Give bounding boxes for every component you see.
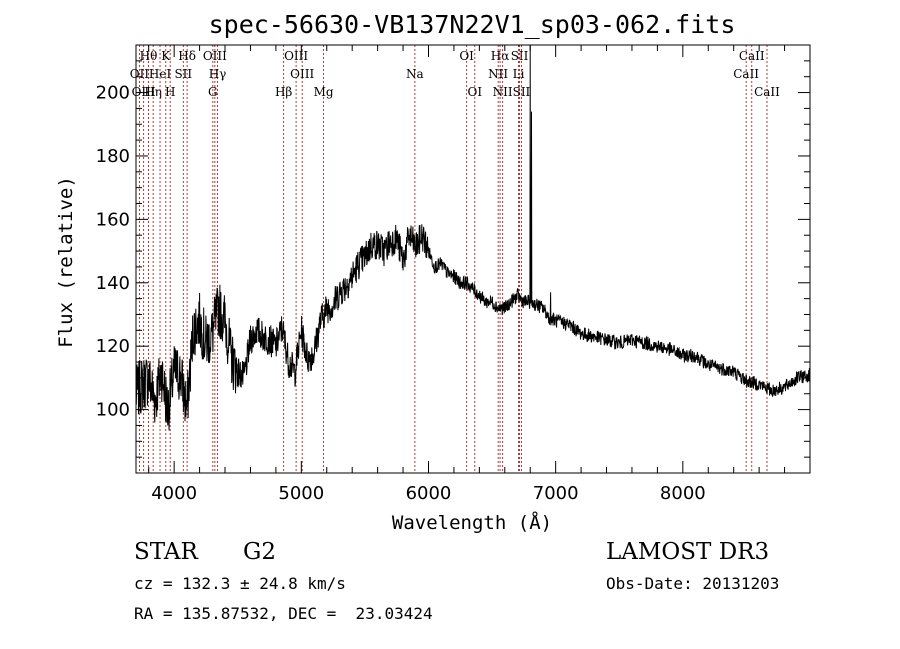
x-tick-label: 8000 (660, 483, 706, 504)
y-tick-label: 200 (96, 83, 130, 104)
emission-marker-label: OIII (132, 85, 156, 99)
y-tick-label: 180 (96, 146, 130, 167)
emission-marker-label: OIII (284, 49, 308, 63)
emission-marker-label: CaII (754, 85, 780, 99)
x-tick-label: 7000 (533, 483, 579, 504)
emission-marker-label: Hα (491, 49, 510, 63)
emission-marker-label: SII (513, 85, 531, 99)
spectrum-line-group (135, 44, 811, 431)
emission-marker-label: Mg (314, 85, 334, 99)
y-tick-label: 120 (96, 336, 130, 357)
object-class: STAR (134, 539, 198, 565)
x-tick-label: 5000 (278, 483, 324, 504)
chart-title: spec-56630-VB137N22V1_sp03-062.fits (209, 10, 736, 39)
emission-marker-label: NII (488, 67, 508, 81)
y-tick-label: 100 (96, 400, 130, 421)
plot-frame (135, 44, 811, 474)
emission-marker-label: OIII (290, 67, 314, 81)
x-tick-label: 6000 (406, 483, 452, 504)
emission-marker-label: SII (511, 49, 529, 63)
observation-date: Obs-Date: 20131203 (606, 574, 780, 593)
axis-ticks: 4000 5000 6000 7000 8000 100 120 140 160 180 200 (96, 45, 810, 504)
emission-marker-label: K (161, 49, 171, 63)
emission-marker-label: G (208, 85, 218, 99)
object-subclass: G2 (243, 539, 277, 565)
emission-marker-label: Hδ (178, 49, 196, 63)
emission-marker-label: HeI (149, 67, 172, 81)
emission-marker-label: Hγ (209, 67, 227, 81)
emission-marker-label: OII (130, 67, 150, 81)
emission-marker-label: SII (174, 67, 192, 81)
emission-marker-label: OI (459, 49, 474, 63)
emission-marker-label: Hη (144, 85, 162, 99)
x-tick-label: 4000 (151, 483, 197, 504)
emission-marker-label: NII (493, 85, 513, 99)
emission-marker-label: OIII (203, 49, 227, 63)
y-axis-label: Flux (relative) (55, 176, 77, 348)
emission-marker-label: Hβ (275, 85, 292, 99)
y-tick-label: 140 (96, 273, 130, 294)
emission-marker-label: Na (406, 67, 424, 81)
spectrum-line (135, 44, 811, 431)
emission-marker-label: CaII (739, 49, 765, 63)
y-tick-label: 160 (96, 209, 130, 230)
survey-name: LAMOST DR3 (606, 539, 770, 565)
emission-marker-label: CaII (733, 67, 759, 81)
redshift-readout: cz = 132.3 ± 24.8 km/s (134, 574, 346, 593)
emission-marker-label: Li (513, 67, 525, 81)
sky-coordinates: RA = 135.87532, DEC = 23.03424 (134, 604, 433, 623)
x-axis-label: Wavelength (Å) (392, 511, 552, 534)
emission-marker-label: H (165, 85, 175, 99)
emission-marker-label: Hθ (140, 49, 158, 63)
emission-marker-label: OI (467, 85, 482, 99)
